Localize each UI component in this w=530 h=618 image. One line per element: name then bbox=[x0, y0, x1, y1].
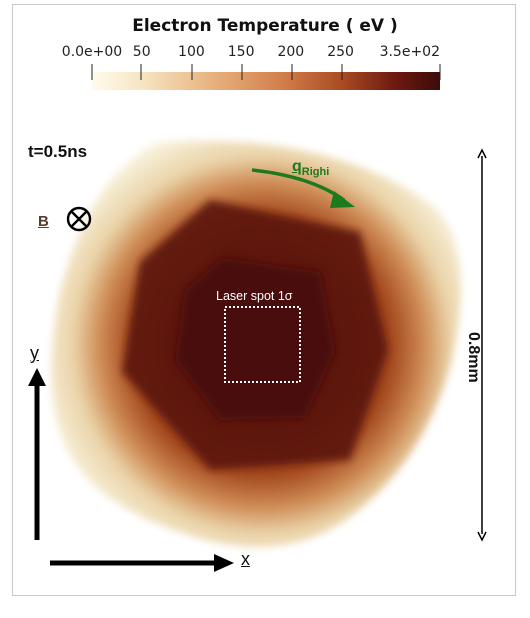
y-axis-label: y bbox=[30, 343, 39, 363]
colorbar-ticks bbox=[91, 64, 441, 80]
righi-flux-arrow bbox=[251, 168, 355, 208]
colorbar-tick-label: 0.0e+00 bbox=[61, 44, 123, 60]
laser-spot-label: Laser spot 1σ bbox=[216, 289, 293, 303]
righi-flux-label: qRighi bbox=[292, 158, 329, 178]
colorbar-tick-label: 150 bbox=[227, 44, 255, 60]
x-axis-arrow bbox=[50, 554, 234, 572]
circle-x-icon bbox=[66, 206, 92, 232]
colorbar-tick-label: 100 bbox=[178, 44, 205, 60]
scale-bar bbox=[477, 148, 487, 542]
colorbar-title: Electron Temperature ( eV ) bbox=[132, 16, 398, 36]
scale-label: 0.8mm bbox=[465, 332, 482, 383]
colorbar-tick-label: 250 bbox=[327, 44, 354, 60]
righi-flux-symbol: q bbox=[292, 158, 302, 175]
time-label: t=0.5ns bbox=[28, 142, 88, 161]
colorbar-tick-label: 3.5e+02 bbox=[379, 44, 440, 60]
temperature-map bbox=[51, 140, 461, 548]
colorbar-tick-label: 50 bbox=[132, 44, 151, 60]
righi-flux-subscript: Righi bbox=[301, 166, 330, 178]
laser-spot-box bbox=[224, 306, 301, 383]
x-axis-label: x bbox=[241, 549, 250, 569]
b-field-label: B bbox=[38, 213, 49, 230]
colorbar bbox=[92, 72, 440, 90]
colorbar-tick-label: 200 bbox=[277, 44, 305, 60]
y-axis-arrow bbox=[28, 368, 46, 540]
